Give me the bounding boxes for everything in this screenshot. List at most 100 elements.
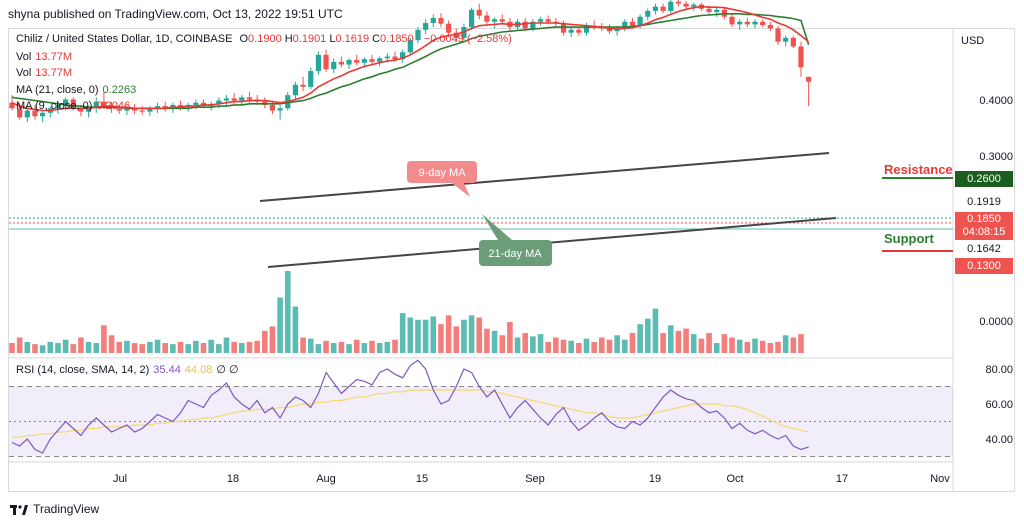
candle bbox=[798, 41, 804, 77]
volume-bar bbox=[430, 316, 437, 353]
volume-bar bbox=[729, 337, 735, 353]
ma21-callout-label: 21-day MA bbox=[488, 248, 542, 260]
ma9-callout-pointer bbox=[452, 183, 470, 197]
volume-bar bbox=[254, 340, 260, 353]
volume-bar bbox=[62, 339, 69, 353]
volume-bar bbox=[185, 344, 191, 353]
volume-bar bbox=[216, 344, 222, 353]
y-tick-label: 0.4000 bbox=[979, 95, 1013, 107]
volume-bar bbox=[752, 338, 758, 353]
volume-bar bbox=[438, 324, 444, 353]
ma9-callout-box bbox=[407, 161, 477, 183]
candle bbox=[453, 28, 459, 42]
candle bbox=[223, 95, 230, 107]
volume-bar bbox=[530, 336, 536, 353]
candle bbox=[269, 100, 276, 114]
candle bbox=[714, 7, 720, 17]
candle bbox=[568, 27, 574, 38]
volume-bar bbox=[644, 318, 651, 353]
candle bbox=[24, 108, 30, 123]
volume-bar bbox=[698, 338, 705, 353]
volume-bar bbox=[170, 344, 176, 353]
volume-bar bbox=[47, 341, 54, 353]
volume-bar bbox=[323, 340, 329, 353]
volume-bar bbox=[583, 338, 590, 353]
vol-value: 13.77M bbox=[35, 51, 72, 63]
volume-bar bbox=[39, 345, 46, 353]
publish-caption: shyna published on TradingView.com, Oct … bbox=[8, 7, 343, 21]
candle bbox=[675, 0, 682, 7]
volume-bar bbox=[108, 335, 115, 353]
ma21-label: MA (21, close, 0) bbox=[16, 84, 99, 96]
candle bbox=[806, 76, 812, 107]
volume-bar bbox=[782, 335, 789, 353]
volume-bar bbox=[775, 341, 781, 353]
volume-bar bbox=[239, 343, 245, 353]
support-label: Support bbox=[884, 231, 934, 246]
volume-bar bbox=[78, 337, 84, 353]
candle bbox=[760, 19, 766, 28]
volume-bar bbox=[606, 339, 613, 353]
candle bbox=[767, 21, 773, 32]
volume-bar bbox=[599, 337, 605, 353]
volume-bar bbox=[93, 343, 100, 353]
candle bbox=[537, 16, 544, 26]
volume-bar bbox=[453, 326, 460, 353]
y-tick-label: 0.3000 bbox=[979, 151, 1013, 163]
volume-bar bbox=[415, 319, 421, 353]
vol-value: 13.77M bbox=[35, 67, 72, 79]
candle bbox=[744, 17, 750, 28]
candle bbox=[262, 97, 268, 109]
candle bbox=[606, 24, 613, 35]
volume-bar bbox=[261, 330, 268, 353]
ohlc-values: O0.1900 H0.1901 L0.1619 C0.1850 bbox=[239, 33, 416, 45]
volume-bar bbox=[16, 337, 23, 353]
ohlc-L: L0.1619 bbox=[329, 33, 370, 45]
volume-bar bbox=[514, 337, 521, 353]
candle bbox=[752, 19, 758, 29]
volume-bar bbox=[70, 344, 77, 353]
candle bbox=[40, 110, 46, 123]
volume-bar bbox=[193, 340, 199, 353]
candle bbox=[790, 35, 796, 49]
ohlc-C: C0.1850 bbox=[372, 33, 414, 45]
current-price-tag: 0.1850 04:08:15 bbox=[955, 212, 1013, 240]
candle bbox=[499, 14, 505, 24]
x-tick-label: 18 bbox=[227, 473, 239, 485]
candle bbox=[660, 3, 666, 14]
x-tick-label: 17 bbox=[836, 473, 848, 485]
ma9-callout: 9-day MA bbox=[407, 161, 477, 197]
volume-bar bbox=[85, 341, 92, 353]
volume-bar bbox=[537, 334, 544, 353]
x-tick-label: 19 bbox=[649, 473, 661, 485]
volume-bar bbox=[652, 308, 659, 353]
candle bbox=[484, 11, 490, 26]
x-tick-label: Aug bbox=[316, 473, 336, 485]
volume-bar bbox=[683, 328, 689, 353]
candle bbox=[292, 81, 299, 100]
ma21-callout: 21-day MA bbox=[479, 214, 552, 266]
candle bbox=[446, 20, 452, 38]
candle bbox=[729, 13, 735, 28]
candle bbox=[645, 8, 651, 21]
vol-label: Vol bbox=[16, 51, 32, 63]
volume-bar bbox=[790, 337, 797, 353]
candle bbox=[438, 13, 444, 28]
rsi-sma-value: 44.08 bbox=[184, 364, 213, 376]
volume-bar bbox=[560, 339, 567, 353]
volume-bar bbox=[315, 344, 322, 353]
volume-bar bbox=[629, 333, 636, 353]
x-tick-label: Oct bbox=[726, 473, 743, 485]
ma21-callout-pointer bbox=[482, 214, 512, 240]
volume-bar bbox=[300, 337, 306, 353]
volume-bar bbox=[721, 334, 728, 353]
volume-bar bbox=[200, 343, 207, 353]
volume-bar bbox=[568, 340, 574, 353]
volume-bar bbox=[445, 315, 452, 353]
volume-bar bbox=[369, 340, 375, 353]
symbol-legend: Chiliz / United States Dollar, 1D, COINB… bbox=[16, 33, 516, 45]
tradingview-footer[interactable]: TradingView bbox=[10, 502, 99, 516]
volume-bar bbox=[101, 325, 107, 353]
candle bbox=[476, 3, 482, 20]
